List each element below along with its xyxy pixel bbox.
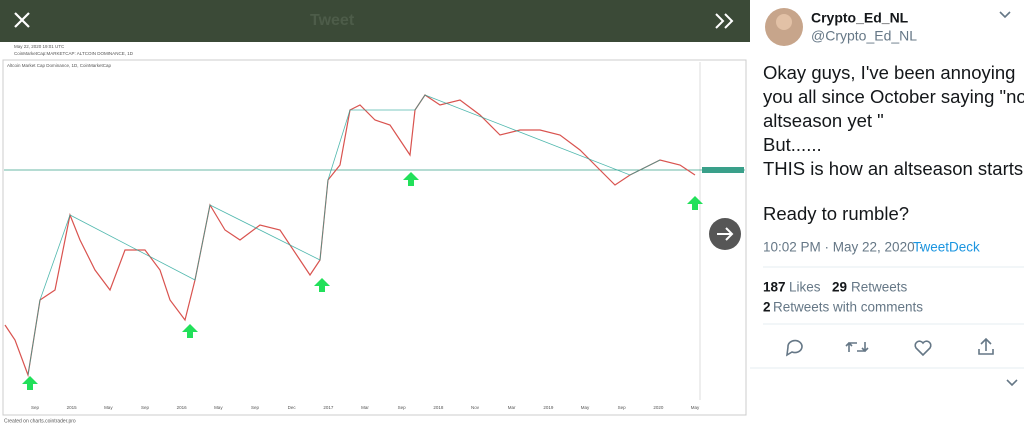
x-axis-label: Nov — [471, 405, 480, 410]
chart-image — [0, 42, 750, 429]
menu-chevron[interactable] — [999, 11, 1011, 19]
price-curve-up — [27, 94, 661, 376]
timestamp[interactable]: 10:02 PM · May 22, 2020 · — [763, 240, 923, 255]
next-icon — [717, 227, 734, 241]
retweet-button[interactable] — [845, 341, 869, 353]
like-icon — [914, 340, 932, 357]
x-axis-label: Dec — [288, 405, 297, 410]
top-bar — [0, 0, 750, 42]
likes-label[interactable]: Likes — [789, 280, 821, 295]
chart-frame — [2, 59, 747, 416]
tweet-text-line: Okay guys, I've been annoying — [763, 62, 1015, 83]
up-arrow — [22, 376, 38, 390]
x-axis-label: May — [691, 405, 700, 410]
x-axis-label: Mar — [508, 405, 516, 410]
x-axis-label: Mar — [361, 405, 369, 410]
up-arrow — [687, 196, 703, 210]
x-axis-label: 2020 — [653, 405, 664, 410]
tweet-text-line: Ready to rumble? — [763, 203, 909, 224]
up-arrow — [314, 278, 330, 292]
x-axis-label: May — [104, 405, 113, 410]
chart-timestamp: May 22, 2020 19:01 UTC — [14, 44, 65, 49]
header-title: Tweet — [310, 12, 355, 29]
retweets-count[interactable]: 29 — [832, 280, 847, 295]
retweet-icon — [845, 341, 869, 353]
like-button[interactable] — [914, 340, 932, 357]
tweet-text-line: altseason yet " — [763, 110, 884, 131]
share-button[interactable] — [978, 337, 994, 355]
next-button[interactable] — [709, 218, 741, 250]
arrows — [22, 172, 703, 390]
x-axis-label: Sep — [618, 405, 627, 410]
x-axis-label: 2016 — [177, 405, 188, 410]
x-axis-label: 2017 — [323, 405, 334, 410]
x-axis-label: May — [581, 405, 590, 410]
x-axis-label: Sep — [398, 405, 407, 410]
tweet-text-line: you all since October saying "no — [763, 86, 1024, 107]
retweets-label[interactable]: Retweets — [851, 280, 908, 295]
x-axis-label: May — [214, 405, 223, 410]
up-arrow — [403, 172, 419, 186]
tweet-text-line: But...... — [763, 134, 822, 155]
likes-count[interactable]: 187 — [763, 280, 786, 295]
x-axis-label: 2018 — [433, 405, 444, 410]
x-axis-label: Sep — [141, 405, 150, 410]
x-axis-label: 2019 — [543, 405, 554, 410]
expand-icon — [715, 13, 734, 29]
share-icon — [978, 337, 994, 355]
x-axis-label: Sep — [31, 405, 40, 410]
x-axis-label: 2015 — [67, 405, 78, 410]
handle[interactable]: @Crypto_Ed_NL — [811, 28, 917, 44]
quote-count[interactable]: 2 — [763, 300, 771, 315]
display-name[interactable]: Crypto_Ed_NL — [811, 10, 909, 26]
up-arrow — [182, 324, 198, 338]
more-chevron[interactable] — [1006, 379, 1018, 387]
reply-button[interactable] — [786, 339, 803, 357]
price-tag — [702, 167, 744, 173]
avatar-face — [776, 14, 792, 30]
chart-symbol: CoinMarketCap:MARKETCAP: ALTCOIN DOMINAN… — [14, 51, 134, 56]
source[interactable]: TweetDeck — [913, 240, 980, 255]
quote-label[interactable]: Retweets with comments — [773, 300, 923, 315]
chart-legend: Altcoin Market Cap Dominance, 1D, CoinMa… — [7, 63, 112, 68]
chart-footer: Created on charts.cointrader.pro — [4, 418, 76, 424]
reply-icon — [786, 339, 803, 357]
close-button[interactable] — [14, 12, 30, 28]
tweet-panel — [750, 0, 1024, 429]
close-icon — [14, 12, 30, 28]
tweet-text-line: THIS is how an altseason starts. — [763, 158, 1024, 179]
x-axis-label: Sep — [251, 405, 260, 410]
expand-button[interactable] — [715, 13, 734, 29]
